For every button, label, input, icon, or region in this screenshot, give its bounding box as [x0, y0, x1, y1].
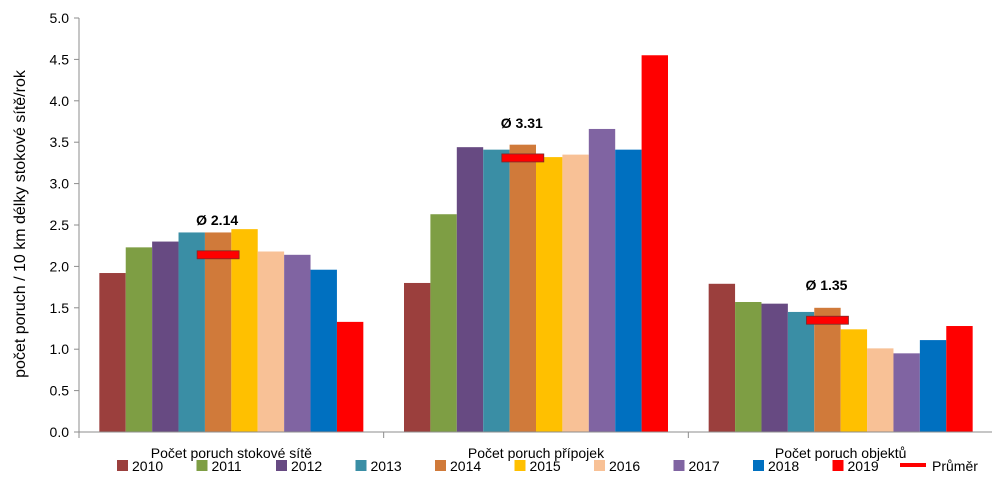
category-label: Počet poruch stokové sítě — [151, 445, 312, 461]
legend-label: 2010 — [132, 458, 163, 474]
bar-2012 — [761, 303, 788, 432]
legend-swatch-2019 — [832, 460, 844, 471]
bar-2014 — [509, 144, 536, 432]
bar-2019 — [641, 55, 668, 432]
legend-label: Průměr — [932, 458, 978, 474]
bar-2011 — [125, 247, 153, 432]
y-tick-label: 2.0 — [50, 258, 70, 274]
bar-2018 — [310, 269, 337, 432]
legend-label: 2015 — [530, 458, 561, 474]
bar-2010 — [708, 283, 736, 432]
bar-2012 — [152, 241, 179, 432]
average-label: Ø 1.35 — [805, 277, 847, 293]
legend-swatch-2016 — [594, 460, 605, 471]
average-label: Ø 3.31 — [501, 115, 543, 131]
y-tick-label: 4.5 — [50, 51, 70, 67]
bar-2015 — [231, 229, 258, 432]
y-tick-label: 0.5 — [50, 383, 70, 399]
average-label: Ø 2.14 — [196, 212, 238, 228]
category-label: Počet poruch objektů — [775, 445, 907, 461]
y-tick-label: 0.0 — [50, 424, 70, 440]
y-tick-label: 3.5 — [50, 134, 70, 150]
x-axis: Počet poruch stokové sítě Počet poruch př… — [78, 431, 992, 461]
bar-2017 — [588, 128, 616, 432]
bar-2014 — [814, 307, 841, 432]
bar-2016 — [257, 251, 285, 432]
legend-label: 2013 — [371, 458, 402, 474]
legend-swatch-2010 — [117, 460, 128, 471]
bar-2013 — [178, 232, 205, 432]
legend-label: 2018 — [768, 458, 799, 474]
average-marker — [196, 250, 240, 260]
y-tick-label: 1.5 — [50, 300, 70, 316]
average-markers: Ø 2.14 Ø 3.31 Ø 1.35 — [196, 115, 849, 325]
bar-2013 — [787, 311, 815, 432]
legend-label: 2011 — [212, 458, 242, 474]
bar-2017 — [284, 254, 311, 432]
bar-2010 — [99, 273, 126, 432]
legend-swatch-2014 — [435, 460, 446, 471]
legend-label: 2016 — [609, 458, 640, 474]
bar-2011 — [430, 214, 457, 432]
y-axis: 0.0 0.5 1.0 1.5 2.0 2.5 3.0 3.5 4.0 4.5 5.0 — [50, 10, 80, 440]
bar-2013 — [483, 149, 510, 433]
bar-2015 — [536, 157, 563, 432]
legend-label: 2012 — [291, 458, 322, 474]
y-tick-label: 5.0 — [50, 10, 70, 26]
y-tick-label: 1.0 — [50, 341, 70, 357]
bar-2016 — [562, 154, 589, 432]
bar-2012 — [456, 147, 484, 432]
bar-2015 — [840, 329, 868, 432]
y-tick-label: 3.0 — [50, 176, 70, 192]
y-axis-label: počet poruch / 10 km délky stokové sítě/… — [12, 69, 29, 378]
average-marker — [501, 153, 545, 163]
legend-swatch-2018 — [753, 460, 764, 471]
bar-2018 — [615, 149, 642, 433]
legend-label: 2017 — [689, 458, 720, 474]
legend-swatch-2015 — [514, 460, 526, 471]
average-marker — [806, 315, 849, 325]
legend: 2010 2011 2012 2013 2014 2015 2016 2017 2018 2019… — [117, 458, 978, 474]
y-tick-label: 4.0 — [50, 93, 70, 109]
category-label: Počet poruch přípojek — [468, 445, 605, 461]
bar-2016 — [867, 348, 894, 432]
legend-swatch-2011 — [196, 460, 208, 471]
bar-2017 — [893, 353, 920, 432]
bars — [99, 55, 973, 433]
legend-label: 2014 — [450, 458, 481, 474]
bar-2018 — [919, 340, 947, 432]
legend-swatch-2017 — [673, 460, 685, 471]
bar-2010 — [404, 282, 431, 432]
y-tick-label: 2.5 — [50, 217, 70, 233]
bar-2019 — [336, 321, 364, 432]
legend-swatch-2012 — [276, 460, 287, 471]
legend-label: 2019 — [848, 458, 879, 474]
legend-swatch-2013 — [355, 460, 367, 471]
bar-2014 — [204, 232, 232, 432]
bar-2019 — [946, 326, 973, 432]
bar-2011 — [735, 302, 762, 432]
